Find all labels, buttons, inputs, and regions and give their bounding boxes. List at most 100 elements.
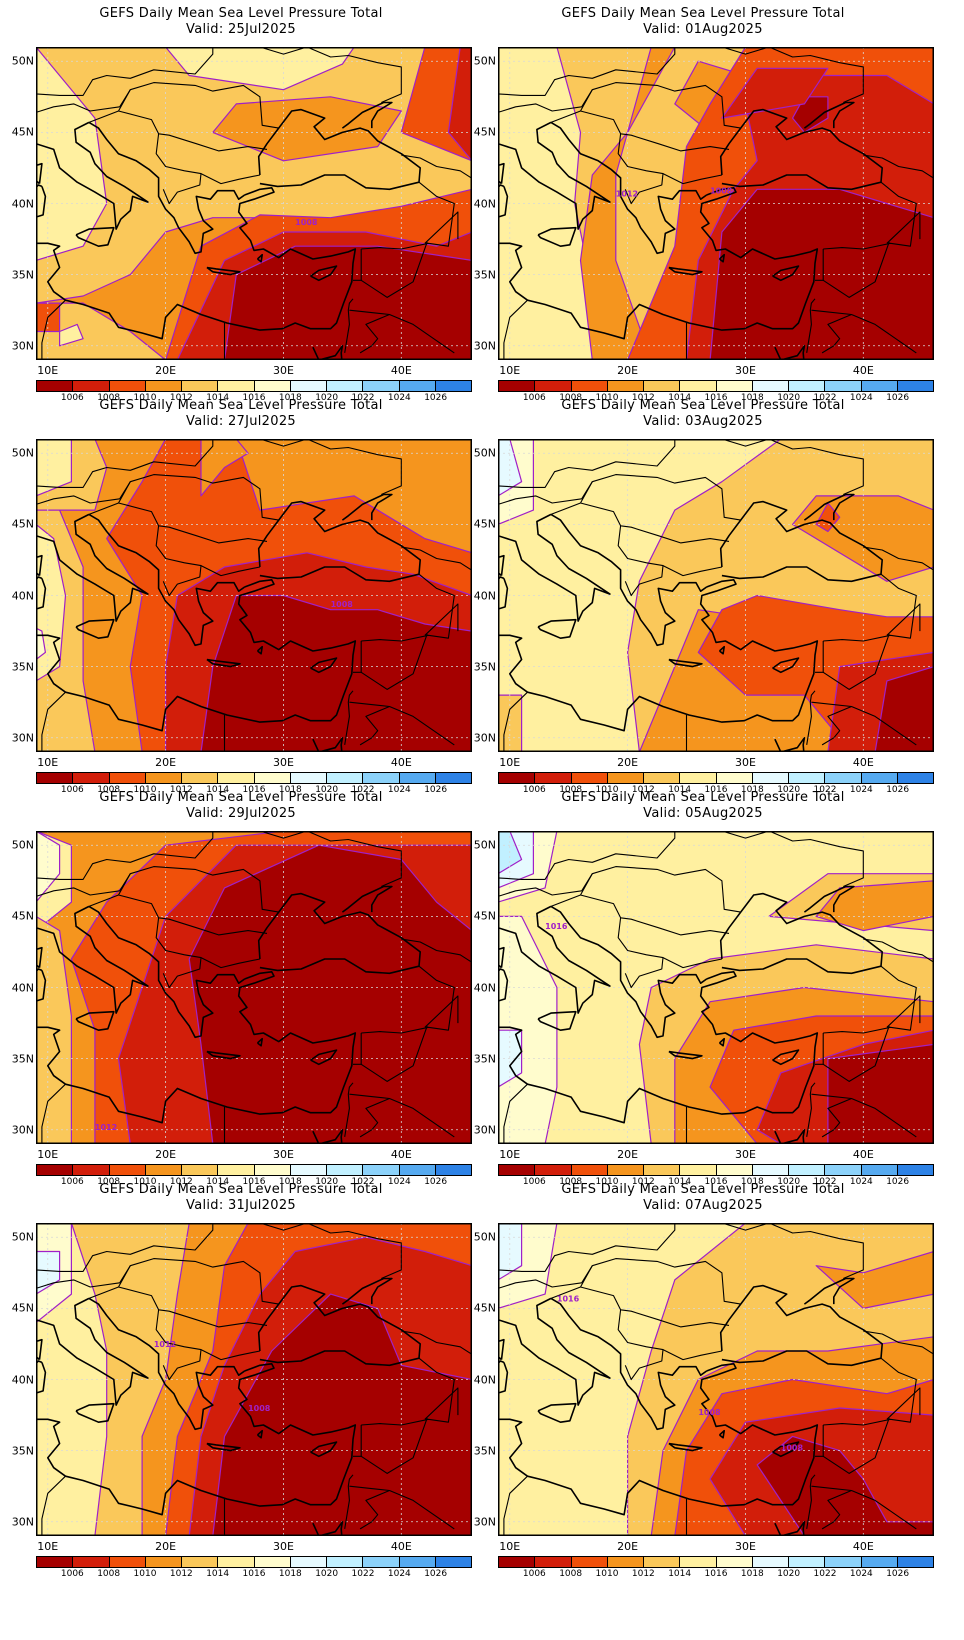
country-border (662, 957, 723, 969)
longitude-label: 30E (734, 364, 756, 377)
country-border (863, 154, 934, 180)
colorbar-swatch (716, 1165, 753, 1175)
coastline (36, 971, 357, 1124)
pressure-contour (827, 1043, 934, 1144)
colorbar-label: 1014 (206, 785, 230, 795)
country-border (41, 691, 66, 752)
country-border (349, 1485, 455, 1530)
colorbar-swatch (716, 1557, 753, 1567)
latitude-label: 45N (473, 909, 496, 923)
country-border (424, 603, 459, 636)
coastline (341, 493, 393, 521)
colorbar-label: 1026 (424, 785, 448, 795)
colorbar-swatch (182, 1557, 219, 1567)
longitude-label: 40E (390, 1148, 412, 1161)
colorbar-swatch (254, 1557, 291, 1567)
country-border (806, 690, 816, 745)
coastline (498, 576, 509, 610)
longitude-label: 30E (734, 1148, 756, 1161)
latitude-label: 40N (11, 981, 34, 994)
colorbar-label: 1008 (559, 785, 583, 795)
coastline (310, 1049, 338, 1066)
country-border (353, 249, 362, 281)
coastline (498, 1297, 611, 1406)
colorbar-label: 1024 (849, 1177, 873, 1187)
coastline (498, 946, 505, 969)
colorbar-swatch (680, 773, 717, 783)
coastline (719, 500, 883, 583)
country-border (823, 965, 917, 1034)
panel-title: GEFS Daily Mean Sea Level Pressure Total (561, 6, 845, 21)
colorbar-swatch (109, 1165, 146, 1175)
country-border (822, 241, 890, 298)
pressure-contour (498, 694, 523, 752)
map-panel: GEFS Daily Mean Sea Level Pressure Total… (462, 392, 944, 802)
coastline (75, 226, 115, 247)
colorbar-label: 1020 (777, 393, 801, 403)
isobar-label: 1012 (154, 1340, 176, 1349)
country-border (662, 565, 723, 577)
colorbar-swatch (897, 773, 933, 783)
coastline (36, 1297, 149, 1406)
longitude-label: 40E (852, 1148, 874, 1161)
colorbar-swatch (825, 381, 862, 391)
colorbar-label: 1020 (777, 785, 801, 795)
country-border (815, 641, 824, 673)
latitude-label: 30N (473, 1515, 496, 1529)
country-border (259, 439, 402, 496)
panel-title: GEFS Daily Mean Sea Level Pressure Total (561, 398, 845, 413)
latitude-label: 40N (473, 981, 496, 994)
country-border (41, 1475, 66, 1536)
country-border (36, 47, 214, 96)
coastline (88, 121, 246, 255)
coastline (88, 1297, 246, 1431)
colorbar-label: 1024 (387, 393, 411, 403)
country-border (424, 211, 459, 244)
colorbar-label: 1022 (813, 785, 837, 795)
colorbar-swatch (789, 1165, 826, 1175)
coastline (774, 737, 806, 752)
coastline (257, 892, 421, 975)
colorbar-swatch (825, 1165, 862, 1175)
country-border (811, 1485, 917, 1530)
colorbar-swatch (145, 773, 182, 783)
latitude-label: 35N (11, 1444, 34, 1458)
country-border (360, 1417, 428, 1474)
country-border (617, 917, 664, 989)
colorbar-swatch (145, 1165, 182, 1175)
pressure-map: 1012 1008 (498, 47, 934, 360)
coastline (718, 1037, 725, 1047)
colorbar-swatch (861, 773, 898, 783)
country-border (200, 173, 261, 185)
coastline (774, 1521, 806, 1536)
country-border (863, 938, 934, 964)
colorbar-label: 1010 (595, 1177, 619, 1187)
country-border (617, 1309, 664, 1381)
country-border (36, 439, 214, 488)
colorbar-swatch (290, 381, 327, 391)
colorbar-label: 1024 (849, 393, 873, 403)
colorbar-swatch (535, 1557, 572, 1567)
map-panel: GEFS Daily Mean Sea Level Pressure Total… (462, 784, 944, 1194)
colorbar-label: 1008 (559, 393, 583, 403)
country-border (617, 525, 664, 597)
country-border (359, 313, 390, 354)
colorbar-swatch (789, 1557, 826, 1567)
country-border (424, 1387, 459, 1420)
colorbar-swatch (499, 381, 536, 391)
coastline (668, 1050, 703, 1060)
colorbar-swatch (290, 773, 327, 783)
latitude-label: 35N (11, 660, 34, 674)
country-border (118, 894, 268, 936)
colorbar-label: 1012 (169, 1177, 193, 1187)
colorbar-swatch (607, 1165, 644, 1175)
country-border (88, 866, 279, 913)
colorbar-swatch (145, 381, 182, 391)
latitude-label: 40N (11, 197, 34, 210)
coastline (668, 1442, 703, 1452)
longitude-label: 20E (155, 1540, 177, 1553)
colorbar-label: 1006 (522, 1177, 546, 1187)
country-border (424, 995, 459, 1028)
colorbar-swatch (644, 1165, 681, 1175)
colorbar-swatch (499, 773, 536, 783)
